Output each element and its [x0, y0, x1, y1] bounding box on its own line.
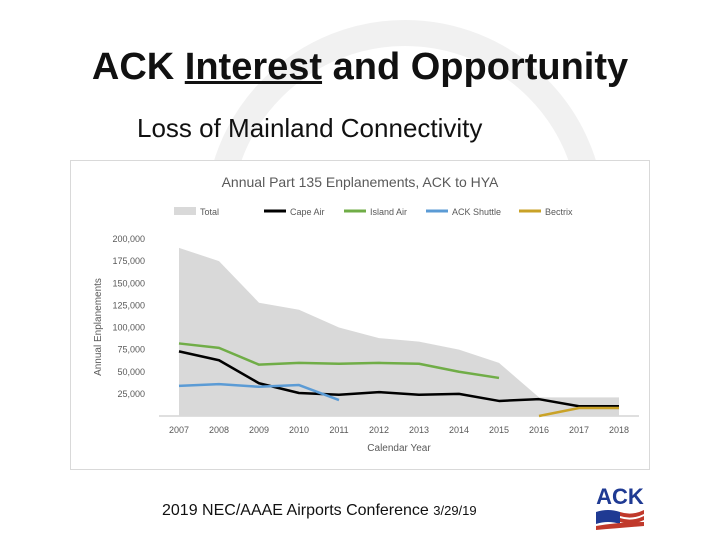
x-tick-label: 2014	[449, 425, 469, 435]
x-tick-label: 2018	[609, 425, 629, 435]
legend-swatch-total	[174, 207, 196, 215]
x-tick-label: 2010	[289, 425, 309, 435]
y-tick-label: 25,000	[117, 389, 145, 399]
slide-subtitle: Loss of Mainland Connectivity	[137, 113, 483, 143]
x-tick-label: 2008	[209, 425, 229, 435]
x-tick-label: 2013	[409, 425, 429, 435]
chart-frame: Annual Part 135 Enplanements, ACK to HYA…	[70, 160, 650, 470]
series-line-island-air	[178, 342, 500, 380]
footer-text: 2019 NEC/AAAE Airports Conference	[162, 502, 434, 519]
y-tick-label: 150,000	[112, 278, 145, 288]
legend-label-ack-shuttle: ACK Shuttle	[452, 207, 501, 217]
y-tick-label: 50,000	[117, 367, 145, 377]
y-tick-label: 175,000	[112, 256, 145, 266]
x-tick-label: 2016	[529, 425, 549, 435]
title-text-1: ACK	[91, 46, 185, 88]
title-text-2: and Opportunity	[322, 46, 629, 88]
x-tick-label: 2007	[169, 425, 189, 435]
series-area-total	[179, 247, 619, 416]
series-line-bectrix	[538, 406, 619, 418]
footer-date: 3/29/19	[433, 503, 477, 518]
enplanements-chart: Annual Part 135 Enplanements, ACK to HYA…	[93, 174, 639, 454]
title-underlined-word: Interest	[184, 46, 323, 88]
x-tick-label: 2011	[329, 425, 348, 435]
x-tick-label: 2009	[249, 425, 269, 435]
chart-title: Annual Part 135 Enplanements, ACK to HYA	[222, 174, 499, 190]
x-tick-label: 2017	[569, 425, 589, 435]
legend-label-total: Total	[200, 207, 219, 217]
x-tick-label: 2012	[369, 425, 389, 435]
series-line-ack-shuttle	[178, 382, 340, 402]
x-axis-label: Calendar Year	[367, 443, 431, 454]
legend-label-bectrix: Bectrix	[545, 207, 573, 217]
logo-flag-stripe-2	[620, 516, 644, 524]
series-line-cape-air	[178, 350, 619, 408]
x-tick-label: 2015	[489, 425, 509, 435]
y-axis-label: Annual Enplanements	[93, 278, 104, 376]
legend-label-cape-air: Cape Air	[290, 207, 325, 217]
y-tick-label: 200,000	[112, 234, 145, 244]
legend-label-island-air: Island Air	[370, 207, 407, 217]
slide-title: ACK Interest and Opportunity	[0, 46, 720, 89]
logo-flag-blue	[596, 510, 620, 524]
logo-flag-stripe-3	[596, 522, 644, 530]
ack-logo-text: ACK	[596, 484, 644, 509]
y-tick-label: 125,000	[112, 300, 145, 310]
y-tick-label: 100,000	[112, 323, 145, 333]
logo-flag-stripe-1	[620, 510, 644, 518]
footer: 2019 NEC/AAAE Airports Conference 3/29/1…	[162, 502, 477, 520]
ack-logo: ACK	[596, 484, 644, 530]
y-tick-label: 75,000	[117, 345, 145, 355]
